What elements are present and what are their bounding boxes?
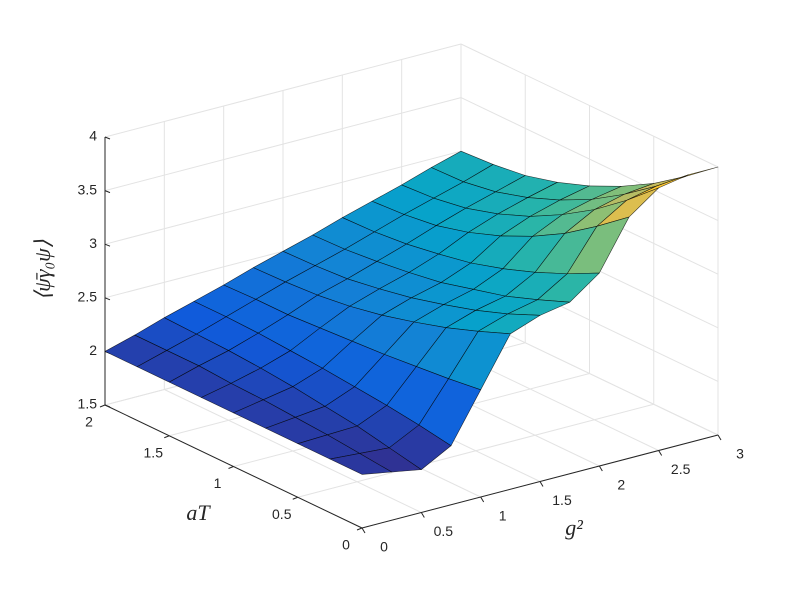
tick-mark: [598, 465, 603, 472]
y-tick-label: 1: [214, 475, 222, 491]
tick-mark: [104, 297, 111, 301]
z-tick-label: 1.5: [78, 396, 98, 412]
tick-mark: [539, 481, 544, 487]
surface-patch: [329, 453, 392, 475]
x-axis-label: g²: [565, 515, 583, 540]
tick-mark: [717, 434, 722, 441]
tick-mark: [480, 496, 485, 503]
grid-line: [104, 97, 462, 192]
z-tick-label: 4: [89, 128, 97, 144]
tick-mark: [104, 404, 111, 408]
tick-mark: [658, 450, 663, 456]
tick-mark: [104, 190, 111, 194]
y-tick-label: 2: [85, 414, 93, 430]
z-tick-label: 2.5: [78, 289, 98, 305]
tick-mark: [228, 466, 234, 469]
x-tick-label: 0.5: [434, 523, 454, 539]
grid-line: [460, 43, 719, 168]
tick-mark: [99, 404, 106, 408]
z-tick-label: 3: [89, 235, 97, 251]
grid-line: [460, 97, 719, 222]
tick-mark: [361, 527, 366, 534]
tick-mark: [356, 527, 363, 531]
tick-mark: [420, 512, 425, 518]
grid-line: [297, 403, 654, 498]
tick-mark: [104, 136, 111, 140]
y-tick-label: 0.5: [272, 506, 292, 522]
y-tick-label: 1.5: [144, 444, 164, 460]
x-tick-label: 2: [617, 477, 625, 493]
grid-line: [104, 43, 462, 138]
z-tick-label: 3.5: [78, 181, 98, 197]
x-tick-label: 1.5: [552, 492, 572, 508]
tick-mark: [292, 496, 298, 500]
z-axis-label: ⟨ψ̄γ₀ψ⟩: [30, 239, 55, 300]
x-tick-label: 1: [499, 508, 507, 524]
x-tick-label: 0: [380, 539, 388, 555]
y-axis-label: aT: [186, 500, 211, 525]
grid-line: [104, 150, 462, 245]
y-tick-label: 0: [342, 537, 350, 553]
tick-mark: [104, 243, 111, 247]
z-tick-label: 2: [89, 342, 97, 358]
x-tick-label: 2.5: [671, 461, 691, 477]
tick-mark: [164, 435, 170, 439]
x-tick-label: 3: [736, 446, 744, 462]
